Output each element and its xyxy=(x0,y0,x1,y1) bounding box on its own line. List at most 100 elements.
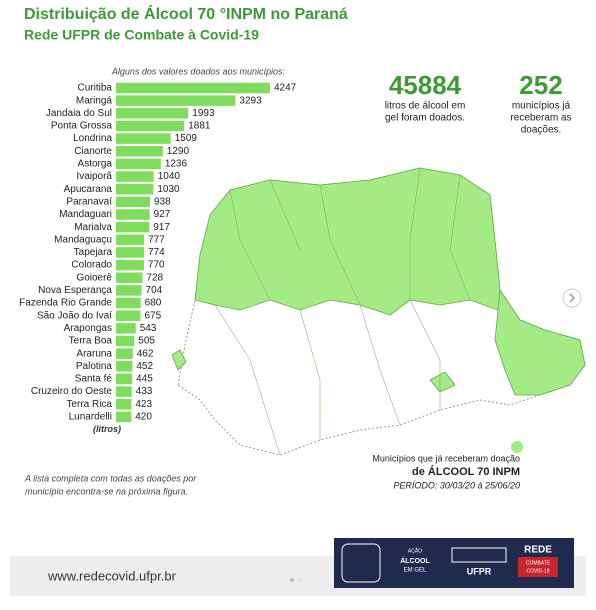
category-label: Terra Boa xyxy=(69,336,113,347)
category-label: São João do Ivaí xyxy=(37,310,112,321)
category-label: Terra Rica xyxy=(66,399,112,410)
map xyxy=(171,167,586,456)
value-label: 4247 xyxy=(274,83,297,94)
map-borders xyxy=(214,167,471,456)
value-label: 770 xyxy=(148,260,165,271)
category-label: Lunardelli xyxy=(69,412,112,423)
category-label: Araruna xyxy=(76,348,112,359)
bar xyxy=(116,146,163,157)
bar xyxy=(116,386,132,397)
next-arrow[interactable] xyxy=(562,288,582,308)
value-label: 1236 xyxy=(165,159,188,170)
ufpr-label: UFPR xyxy=(467,566,492,576)
category-label: Paranavaí xyxy=(66,196,112,207)
category-label: Londrina xyxy=(73,133,112,144)
category-label: Goioerê xyxy=(76,272,112,283)
bar xyxy=(116,234,145,246)
action-label: EM GEL xyxy=(404,568,427,574)
value-label: 420 xyxy=(135,412,152,423)
action-label: ÁLCOOL xyxy=(400,556,430,565)
category-label: Cruzeiro do Oeste xyxy=(31,386,113,397)
stat-text: litros de álcool em xyxy=(385,101,466,112)
category-label: Mandaguari xyxy=(59,209,112,220)
category-label: Ponta Grossa xyxy=(51,121,113,132)
bar xyxy=(116,95,236,106)
category-label: Jandaia do Sul xyxy=(46,108,112,119)
bar xyxy=(116,399,132,410)
value-label: 1881 xyxy=(188,121,211,132)
bar xyxy=(116,221,150,233)
stat-value: 45884 xyxy=(389,70,462,100)
category-label: Astorga xyxy=(78,159,113,170)
category-label: Nova Esperança xyxy=(38,285,112,296)
value-label: 774 xyxy=(148,247,165,258)
note-line: município encontra-se na próxima figura. xyxy=(25,486,188,496)
category-label: Apucarana xyxy=(64,184,113,195)
value-label: 452 xyxy=(136,361,153,372)
bar xyxy=(116,108,189,119)
value-label: 728 xyxy=(146,272,163,283)
value-label: 1040 xyxy=(158,171,181,182)
rede-badge xyxy=(518,557,558,577)
bar xyxy=(116,272,143,283)
category-label: Ivaiporã xyxy=(76,171,112,182)
ufpr-icon xyxy=(451,547,507,563)
stat-text: municípios já xyxy=(512,101,571,112)
chart-subtitle: Alguns dos valores doados aos municípios… xyxy=(111,66,286,76)
title: Distribuição de Álcool 70 °INPM no Paran… xyxy=(24,4,348,23)
category-label: Colorado xyxy=(71,260,112,271)
value-label: 938 xyxy=(154,196,171,207)
category-label: Cianorte xyxy=(74,146,112,157)
legend-line2: de ÁLCOOL 70 INPM xyxy=(412,465,520,478)
value-label: 3293 xyxy=(239,95,262,106)
value-label: 543 xyxy=(140,323,157,334)
bar xyxy=(116,196,151,208)
next-arrow-icon xyxy=(569,293,576,303)
map-green-east xyxy=(494,288,586,396)
bar xyxy=(116,82,270,94)
category-label: Maringá xyxy=(76,95,113,106)
category-label: Palotina xyxy=(76,361,113,372)
bar xyxy=(116,297,141,309)
stat-text: receberam as xyxy=(510,113,571,124)
subtitle: Rede UFPR de Combate à Covid-19 xyxy=(24,27,259,43)
value-label: 1509 xyxy=(175,133,198,144)
bar xyxy=(116,285,142,296)
bar xyxy=(116,183,154,195)
bar xyxy=(116,348,133,359)
legend-marker xyxy=(511,441,523,453)
category-label: Curitiba xyxy=(78,83,113,94)
bar xyxy=(116,133,171,144)
stat-text: doações. xyxy=(521,125,562,136)
bar xyxy=(116,373,133,385)
value-label: 462 xyxy=(137,348,154,359)
bar xyxy=(116,259,144,271)
category-label: Arapongas xyxy=(64,323,112,334)
value-label: 680 xyxy=(145,298,162,309)
value-label: 927 xyxy=(154,209,171,220)
footer-url[interactable]: www.redecovid.ufpr.br xyxy=(47,568,177,583)
combate-label: COVID-19 xyxy=(526,568,549,574)
bar xyxy=(116,247,145,258)
value-label: 704 xyxy=(146,285,163,296)
value-label: 917 xyxy=(153,222,170,233)
bar xyxy=(116,209,150,220)
stat-value: 252 xyxy=(519,70,562,100)
note-line: A lista completa com todas as doações po… xyxy=(24,473,197,483)
value-label: 423 xyxy=(135,399,152,410)
page-dot xyxy=(290,578,294,582)
bottle-icon xyxy=(341,543,381,583)
category-label: Marialva xyxy=(74,222,112,233)
bar xyxy=(116,361,133,372)
stat-text: gel foram doados. xyxy=(385,113,465,124)
category-label: Santa fé xyxy=(75,374,113,385)
rede-label: REDE xyxy=(524,545,552,556)
page-dot xyxy=(298,578,302,582)
value-label: 433 xyxy=(136,386,153,397)
category-label: Tapejara xyxy=(74,247,113,258)
legend-line1: Municípios que já receberam doação xyxy=(372,453,520,463)
bar xyxy=(116,171,154,182)
value-label: 1993 xyxy=(192,108,215,119)
category-label: Fazenda Rio Grande xyxy=(19,298,112,309)
value-label: 777 xyxy=(148,234,165,245)
